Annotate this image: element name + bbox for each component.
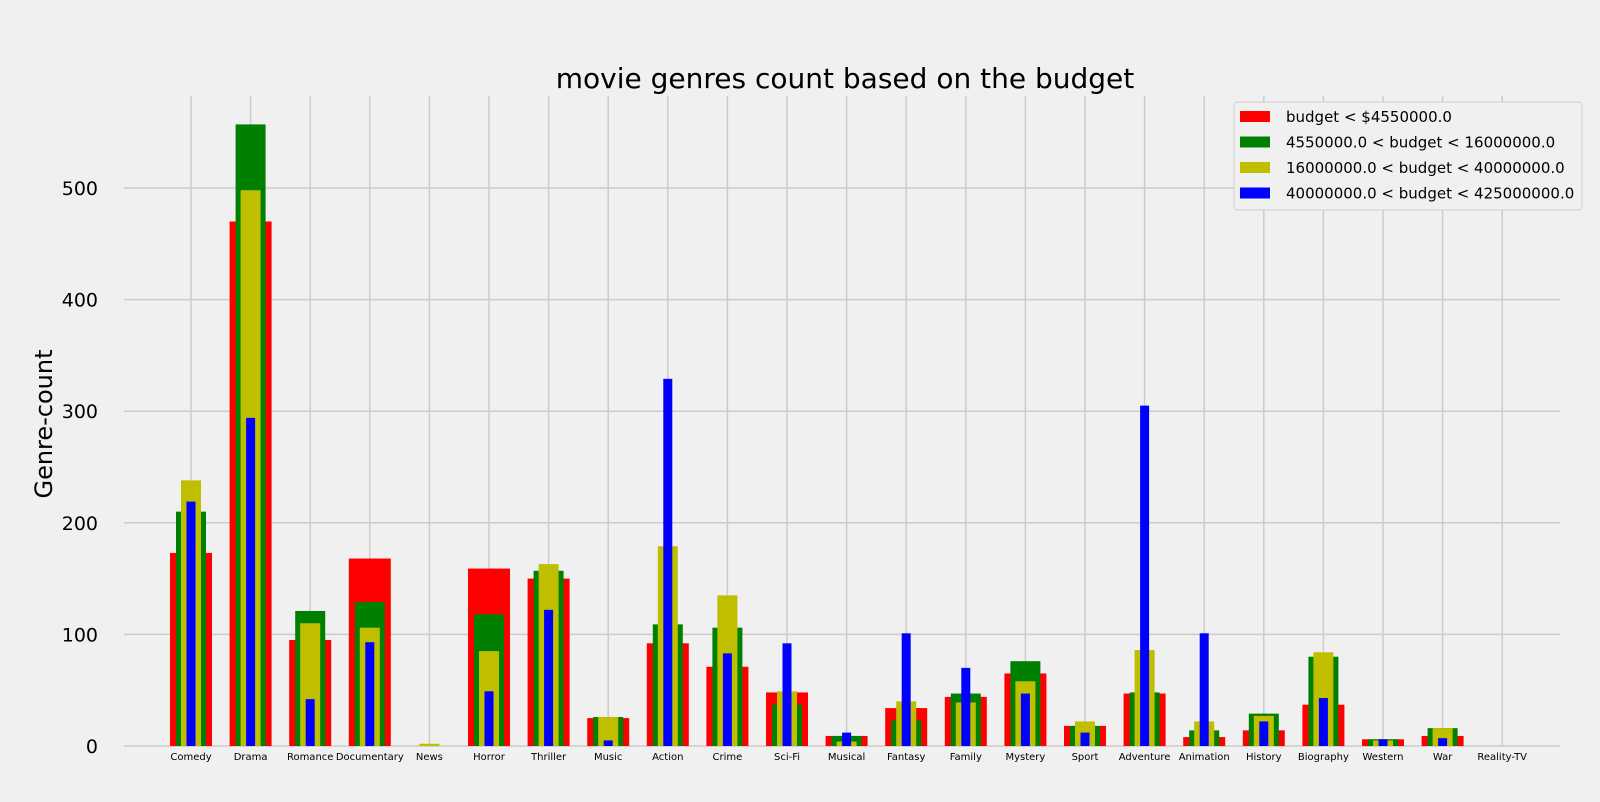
chart-title: movie genres count based on the budget — [556, 62, 1134, 95]
legend: budget < $4550000.0 4550000.0 < budget < … — [1233, 101, 1583, 211]
x-tick-label: News — [416, 752, 443, 763]
x-tick-label: Drama — [234, 752, 268, 763]
bar-musical-series-4 — [842, 732, 852, 746]
x-tick-label: History — [1246, 752, 1282, 763]
bar-war-series-4 — [1438, 738, 1448, 746]
x-tick-label: Sci-Fi — [774, 752, 800, 763]
bar-sport-series-4 — [1080, 732, 1090, 746]
x-tick-label: Sport — [1072, 752, 1099, 763]
x-axis-ticks: Comedy Drama Romance Documentary News Horror T… — [170, 752, 1527, 763]
bar-thriller-series-4 — [544, 609, 554, 746]
x-tick-label: War — [1433, 752, 1453, 763]
legend-label: budget < $4550000.0 — [1286, 108, 1452, 126]
legend-swatch — [1240, 162, 1270, 173]
bar-music-series-4 — [603, 740, 613, 746]
legend-swatch — [1240, 111, 1270, 122]
bar-sci-fi-series-4 — [782, 643, 792, 746]
bar-history-series-4 — [1259, 721, 1269, 746]
y-axis-label: Genre-count — [30, 349, 58, 498]
x-tick-label: Western — [1362, 752, 1403, 763]
y-tick-label: 400 — [62, 290, 98, 312]
x-tick-label: Fantasy — [887, 752, 926, 763]
x-tick-label: Horror — [473, 752, 506, 763]
x-tick-label: Mystery — [1005, 752, 1045, 763]
y-axis-ticks: 0 100 200 300 400 500 — [62, 178, 98, 758]
bar-adventure-series-4 — [1140, 405, 1150, 746]
legend-label: 4550000.0 < budget < 16000000.0 — [1286, 134, 1555, 152]
bar-biography-series-4 — [1318, 698, 1328, 746]
legend-label: 40000000.0 < budget < 425000000.0 — [1286, 185, 1574, 203]
y-tick-label: 200 — [62, 513, 98, 535]
y-tick-label: 0 — [86, 736, 98, 758]
bars — [170, 124, 1464, 747]
legend-swatch — [1240, 136, 1270, 148]
legend-swatch — [1240, 187, 1270, 199]
x-tick-label: Action — [652, 752, 683, 763]
y-tick-label: 300 — [62, 401, 98, 423]
bar-romance-series-4 — [305, 699, 315, 746]
x-tick-label: Musical — [828, 752, 865, 763]
bar-western-series-4 — [1378, 739, 1388, 746]
bar-drama-series-4 — [246, 417, 256, 746]
x-tick-label: Crime — [713, 752, 743, 763]
bar-crime-series-4 — [722, 653, 732, 746]
x-tick-label: Thriller — [530, 752, 567, 763]
legend-box — [1233, 101, 1583, 211]
x-tick-label: Adventure — [1119, 752, 1171, 763]
bar-action-series-4 — [663, 378, 673, 746]
x-tick-label: Music — [594, 752, 622, 763]
bar-mystery-series-4 — [1020, 693, 1030, 746]
y-tick-label: 500 — [62, 178, 98, 200]
bar-comedy-series-4 — [186, 501, 196, 746]
bar-romance-series-3 — [300, 623, 321, 746]
bar-horror-series-4 — [484, 691, 494, 746]
x-tick-label: Biography — [1298, 752, 1349, 763]
bar-documentary-series-4 — [365, 642, 375, 746]
x-tick-label: Family — [950, 752, 982, 763]
x-tick-label: Reality-TV — [1477, 752, 1527, 763]
x-tick-label: Animation — [1179, 752, 1230, 763]
bar-family-series-4 — [961, 667, 971, 746]
y-tick-label: 100 — [62, 624, 98, 646]
x-tick-label: Documentary — [336, 752, 404, 763]
legend-label: 16000000.0 < budget < 40000000.0 — [1286, 159, 1565, 177]
bar-fantasy-series-4 — [901, 633, 911, 746]
bar-animation-series-4 — [1199, 633, 1209, 746]
x-tick-label: Comedy — [170, 752, 211, 763]
x-tick-label: Romance — [287, 752, 333, 763]
bar-war-series-3 — [1432, 728, 1453, 746]
bar-news-series-3 — [419, 743, 440, 746]
bar-music-series-3 — [598, 716, 619, 746]
